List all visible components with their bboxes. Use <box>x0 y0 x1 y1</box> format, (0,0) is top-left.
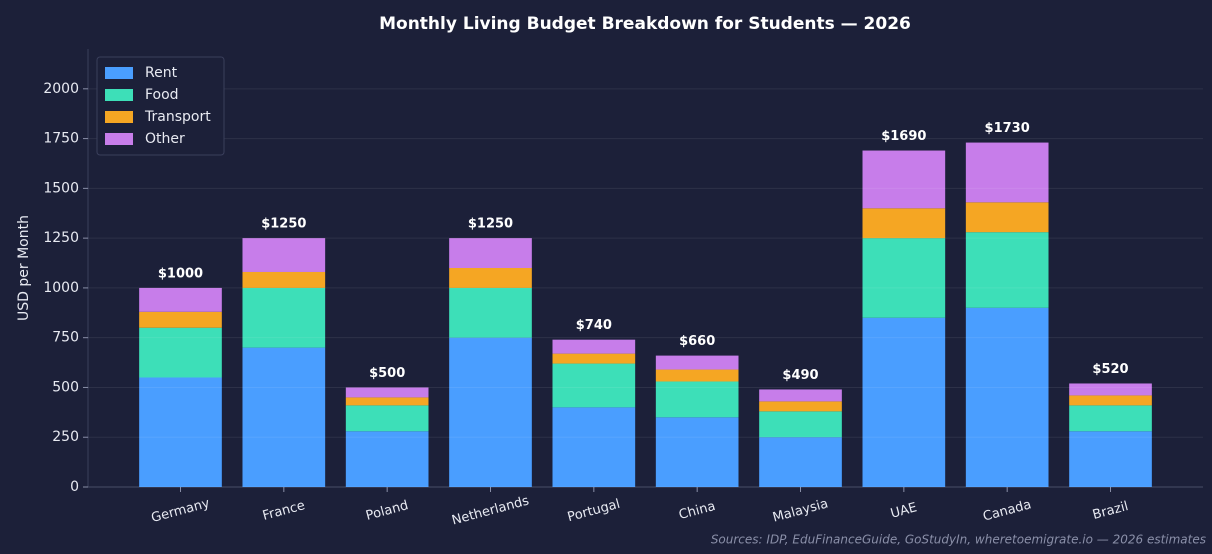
total-label: $500 <box>369 366 405 381</box>
source-note: Sources: IDP, EduFinanceGuide, GoStudyIn… <box>711 533 1206 547</box>
x-tick-label: UAE <box>889 500 919 521</box>
total-label: $1000 <box>158 266 203 281</box>
total-label: $740 <box>576 318 612 333</box>
y-tick-label: 1500 <box>43 180 79 196</box>
bar-segment <box>655 355 739 370</box>
total-label: $490 <box>782 368 818 383</box>
y-axis-label: USD per Month <box>16 215 32 321</box>
chart-title: Monthly Living Budget Breakdown for Stud… <box>379 14 911 34</box>
total-label: $520 <box>1092 362 1128 377</box>
total-label: $1690 <box>881 129 926 144</box>
y-tick-label: 750 <box>52 330 79 346</box>
bar-segment <box>965 202 1049 233</box>
bar-segment <box>139 377 222 487</box>
bar-segment <box>552 363 636 408</box>
total-label: $1250 <box>468 217 513 232</box>
bar-segment <box>345 397 429 406</box>
bar-segment <box>655 369 739 382</box>
bar-segment <box>449 337 532 487</box>
y-tick-label: 2000 <box>43 81 79 97</box>
bar-segment <box>552 339 636 354</box>
bar-segment <box>862 150 946 209</box>
legend-label: Rent <box>145 65 178 81</box>
bar-segment <box>759 411 842 438</box>
bar-segment <box>345 387 429 398</box>
bar-segment <box>965 142 1049 203</box>
y-tick-label: 1250 <box>43 230 79 246</box>
legend-swatch <box>105 111 133 123</box>
legend-box <box>96 56 225 156</box>
total-label: $1250 <box>261 217 306 232</box>
bar-segment <box>242 271 326 288</box>
bar-segment <box>345 405 429 432</box>
bar-segment <box>1069 405 1152 432</box>
bar-segment <box>862 208 946 239</box>
legend-swatch <box>105 133 133 145</box>
legend-label: Food <box>145 87 179 103</box>
bar-segment <box>862 238 946 318</box>
total-label: $660 <box>679 334 715 349</box>
bar-segment <box>552 353 636 364</box>
legend-swatch <box>105 89 133 101</box>
bar-segment <box>139 311 222 328</box>
bar-segment <box>655 417 739 487</box>
bar-segment <box>449 238 532 268</box>
bar-segment <box>1069 431 1152 487</box>
bar-segment <box>449 287 532 338</box>
y-tick-label: 250 <box>52 429 79 445</box>
legend-label: Other <box>145 131 185 147</box>
bar-segment <box>139 287 222 312</box>
bar-segment <box>1069 383 1152 396</box>
y-tick-label: 500 <box>52 379 79 395</box>
bar-segment <box>345 431 429 487</box>
legend-label: Transport <box>144 109 211 125</box>
bar-segment <box>862 317 946 487</box>
bar-segment <box>759 401 842 412</box>
bar-segment <box>552 407 636 487</box>
bar-segment <box>242 347 326 487</box>
bar-segment <box>965 307 1049 487</box>
bar-segment <box>759 437 842 487</box>
bar-segment <box>759 389 842 402</box>
bar-segment <box>1069 395 1152 406</box>
y-tick-label: 0 <box>70 479 79 495</box>
bar-segment <box>139 327 222 378</box>
legend-swatch <box>105 67 133 79</box>
bar-segment <box>242 287 326 348</box>
y-tick-label: 1000 <box>43 280 79 296</box>
bar-segment <box>965 232 1049 308</box>
y-tick-label: 1750 <box>43 131 79 147</box>
total-label: $1730 <box>985 121 1030 136</box>
bar-segment <box>655 381 739 418</box>
bar-segment <box>242 238 326 272</box>
bar-segment <box>449 268 532 288</box>
